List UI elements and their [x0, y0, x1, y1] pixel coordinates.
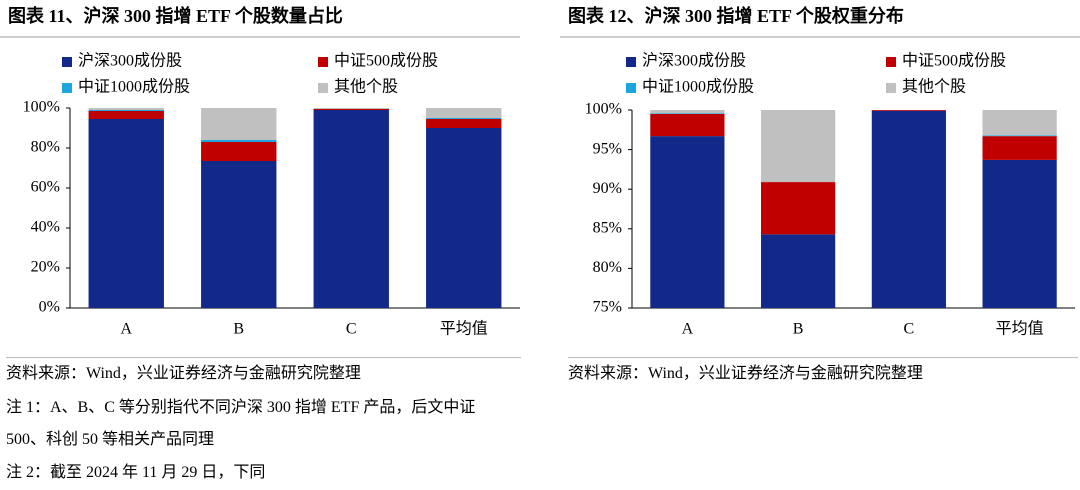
y-tick-label: 85%	[593, 219, 622, 236]
y-tick-label: 0%	[39, 299, 60, 316]
chart-title: 图表 12、沪深 300 指增 ETF 个股权重分布	[568, 5, 904, 26]
bar-segment	[313, 110, 389, 308]
bar-segment	[871, 110, 946, 111]
bar-segment	[426, 118, 502, 119]
y-tick-label: 80%	[31, 139, 60, 156]
bar-segment	[650, 110, 725, 114]
y-tick-label: 60%	[31, 179, 60, 196]
bar-segment	[88, 108, 164, 110]
bar-segment	[761, 234, 836, 308]
bar-segment	[201, 140, 277, 142]
bar-segment	[761, 110, 836, 183]
legend-swatch	[62, 57, 72, 67]
legend-swatch	[886, 83, 896, 93]
legend-swatch	[886, 57, 896, 67]
bar-segment	[761, 182, 836, 235]
x-tick-label: C	[346, 321, 357, 338]
bar-segment	[871, 110, 946, 309]
y-tick-label: 75%	[593, 299, 622, 316]
bar-segment	[650, 113, 725, 137]
legend-swatch	[626, 83, 636, 93]
x-tick-label: A	[120, 321, 132, 338]
bar-segment	[88, 119, 164, 308]
y-tick-label: 95%	[593, 140, 622, 157]
y-tick-label: 20%	[31, 259, 60, 276]
legend-swatch	[62, 83, 72, 93]
x-tick-label: A	[682, 321, 694, 338]
bar-segment	[201, 161, 277, 308]
y-tick-label: 100%	[23, 99, 60, 116]
bar-segment	[982, 110, 1057, 136]
bar-segment	[201, 108, 277, 140]
bar-segment	[650, 136, 725, 308]
x-tick-label: C	[904, 321, 915, 338]
chart: 图表 12、沪深 300 指增 ETF 个股权重分布 75% 80% 85% 90% 95…	[560, 5, 1080, 338]
y-tick-label: 100%	[585, 101, 622, 118]
y-tick-label: 40%	[31, 219, 60, 236]
bar-segment	[982, 135, 1057, 137]
legend-label: 中证1000成份股	[642, 78, 754, 96]
legend-label: 其他个股	[334, 78, 398, 96]
bar-segment	[313, 108, 389, 109]
bar-segment	[88, 110, 164, 111]
legend-label: 沪深300成份股	[642, 52, 746, 70]
bar-segment	[313, 109, 389, 110]
bar-segment	[982, 159, 1057, 308]
bar-segment	[982, 136, 1057, 160]
legend-label: 中证500成份股	[334, 52, 438, 70]
bar-segment	[201, 142, 277, 161]
x-tick-label: B	[793, 321, 804, 338]
note: 注 2：截至 2024 年 11 月 29 日，下同	[6, 464, 266, 481]
bar-segment	[426, 108, 502, 118]
chart: 图表 11、沪深 300 指增 ETF 个股数量占比 0% 20% 40% 60% 80%…	[0, 5, 520, 338]
x-tick-label: 平均值	[996, 320, 1044, 338]
bar-segment	[426, 128, 502, 308]
source: 资料来源：Wind，兴业证券经济与金融研究院整理	[568, 357, 1078, 390]
chart-title: 图表 11、沪深 300 指增 ETF 个股数量占比	[8, 5, 343, 26]
source: 资料来源：Wind，兴业证券经济与金融研究院整理	[6, 357, 521, 390]
y-tick-label: 80%	[593, 259, 622, 276]
legend-label: 中证1000成份股	[78, 78, 190, 96]
legend-label: 其他个股	[902, 78, 966, 96]
bar-segment	[650, 113, 725, 114]
note: 注 1：A、B、C 等分别指代不同沪深 300 指增 ETF 产品，后文中证 5…	[6, 399, 476, 448]
legend-label: 沪深300成份股	[78, 52, 182, 70]
x-tick-label: B	[233, 321, 244, 338]
bar-segment	[88, 111, 164, 119]
bar-segment	[426, 119, 502, 128]
legend-label: 中证500成份股	[902, 52, 1006, 70]
y-tick-label: 90%	[593, 180, 622, 197]
legend-swatch	[318, 83, 328, 93]
legend-swatch	[318, 57, 328, 67]
x-tick-label: 平均值	[440, 320, 488, 338]
legend-swatch	[626, 57, 636, 67]
